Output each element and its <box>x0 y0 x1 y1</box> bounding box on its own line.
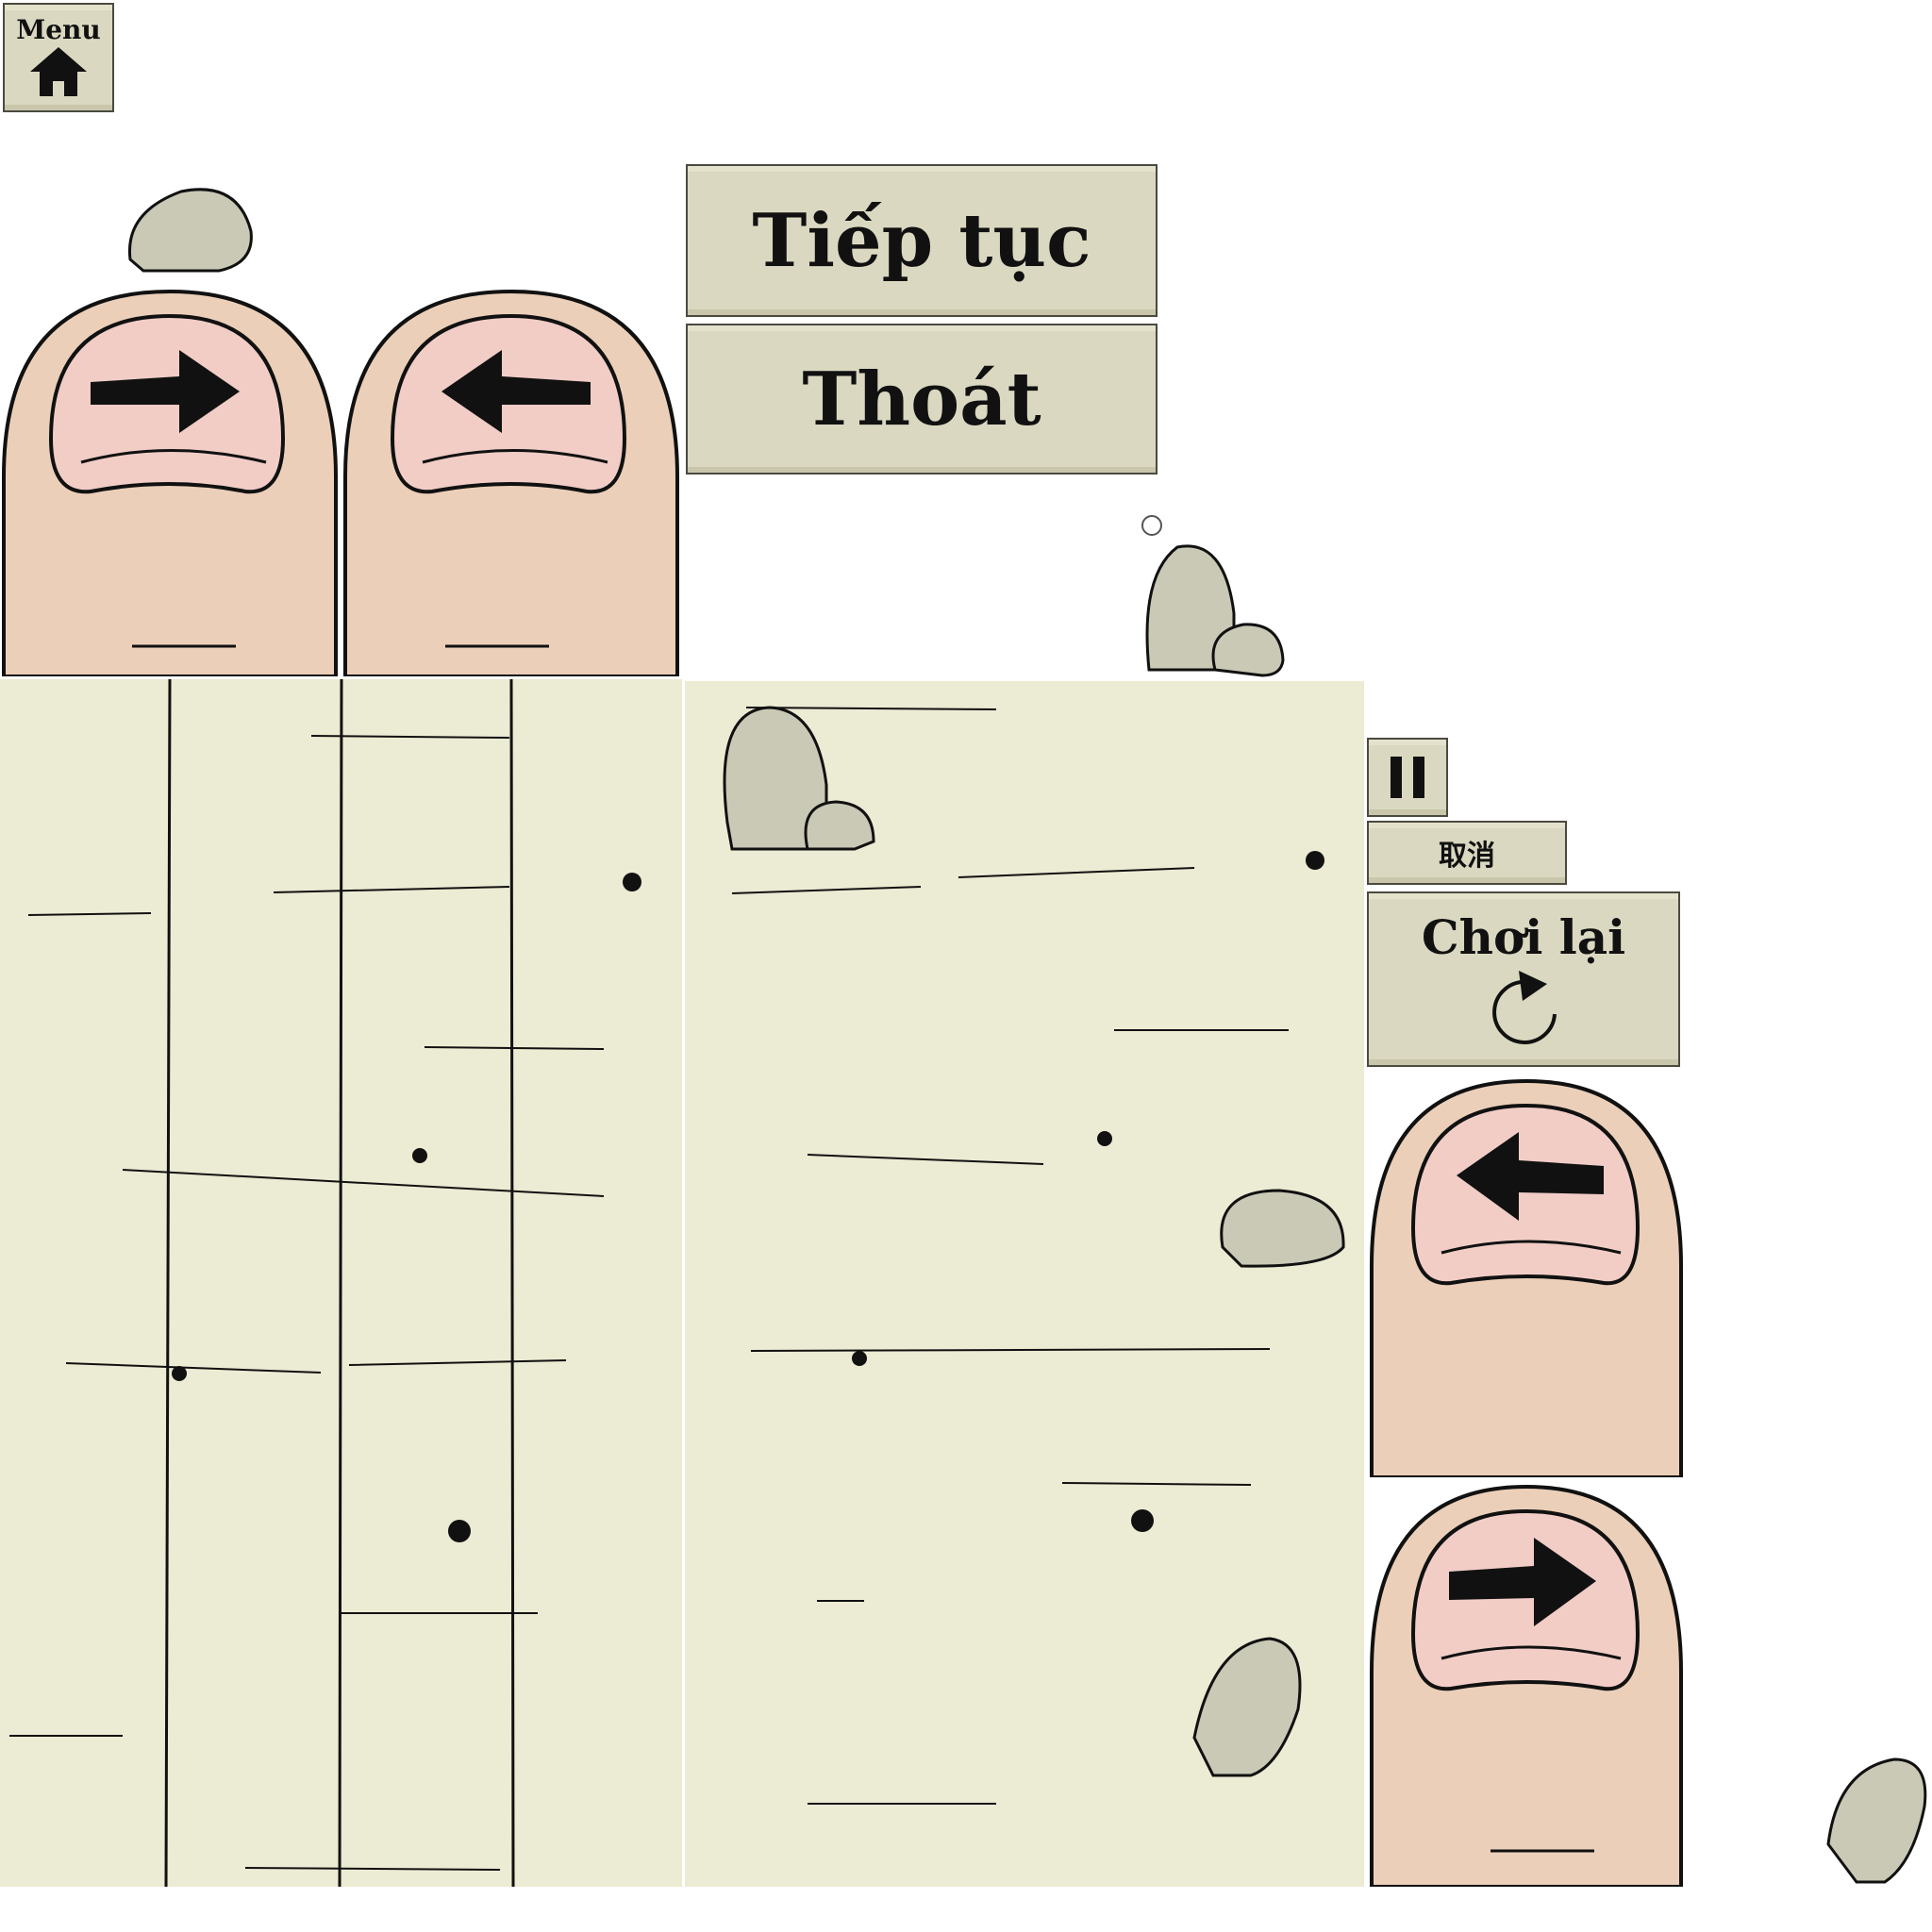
exit-label: Thoát <box>802 356 1041 442</box>
rock-sprite <box>125 184 257 278</box>
menu-label: Menu <box>16 14 101 45</box>
replay-button[interactable]: Chơi lại <box>1367 891 1680 1067</box>
thumb-left-arrow-right[interactable] <box>1368 1077 1685 1477</box>
thumb-left-arrow-left[interactable] <box>341 288 681 676</box>
pause-button[interactable] <box>1367 738 1448 817</box>
ground-panel-right <box>685 681 1364 1887</box>
replay-label: Chơi lại <box>1421 908 1626 965</box>
menu-button[interactable]: Menu <box>3 3 114 112</box>
thumb-right-arrow-right[interactable] <box>1368 1483 1685 1887</box>
bubble-sprite <box>1141 515 1162 536</box>
cancel-button[interactable]: 取消 <box>1367 821 1567 885</box>
home-icon <box>28 45 89 98</box>
restart-icon <box>1481 965 1566 1050</box>
rock-pair-sprite <box>1140 538 1291 679</box>
pause-icon <box>1389 755 1426 800</box>
continue-button[interactable]: Tiếp tục <box>686 164 1158 317</box>
continue-label: Tiếp tục <box>752 197 1091 284</box>
cancel-label: 取消 <box>1439 840 1495 873</box>
ground-panel-left <box>0 679 682 1887</box>
exit-button[interactable]: Thoát <box>686 324 1158 475</box>
thumb-right-arrow-left[interactable] <box>0 288 340 676</box>
rock-sprite-bottom <box>1819 1750 1932 1891</box>
